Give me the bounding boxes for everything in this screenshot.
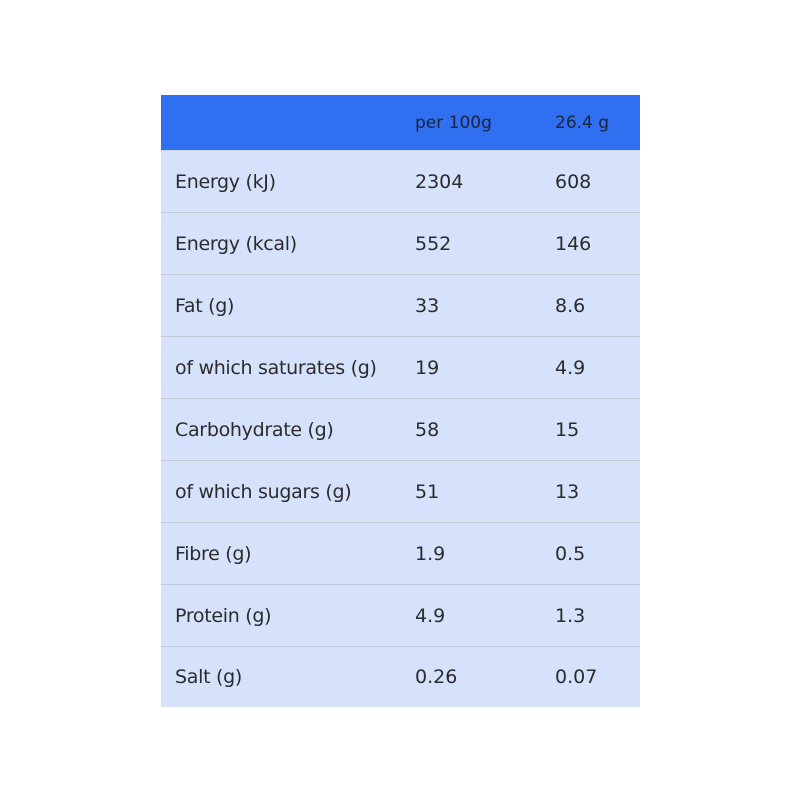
portion-value: 146: [555, 232, 592, 255]
table-row: Fibre (g) 1.9 0.5: [161, 523, 640, 585]
nutrient-label: Salt (g): [175, 666, 242, 688]
header-portion-cell: 26.4 g: [555, 112, 610, 133]
nutrient-label: Fibre (g): [175, 542, 252, 565]
table-row: Fat (g) 33 8.6: [161, 275, 640, 337]
portion-value: 0.07: [555, 666, 598, 688]
table-row: Energy (kcal) 552 146: [161, 213, 640, 275]
nutrient-label: Energy (kJ): [175, 170, 276, 193]
portion-value: 608: [555, 170, 592, 193]
portion-value: 1.3: [555, 604, 586, 627]
nutrient-label: of which sugars (g): [175, 480, 352, 503]
table-row: of which sugars (g) 51 13: [161, 461, 640, 523]
per100-value: 0.26: [415, 666, 458, 688]
header-per100-cell: per 100g: [415, 112, 492, 133]
table-row: Protein (g) 4.9 1.3: [161, 585, 640, 647]
table-row: Carbohydrate (g) 58 15: [161, 399, 640, 461]
per100-value: 19: [415, 356, 440, 379]
table-header-row: per 100g 26.4 g: [161, 95, 640, 151]
nutrient-label: Carbohydrate (g): [175, 418, 334, 441]
nutrient-label: of which saturates (g): [175, 356, 377, 379]
portion-value: 8.6: [555, 294, 586, 317]
per100-value: 51: [415, 480, 440, 503]
portion-value: 15: [555, 418, 580, 441]
nutrient-label: Energy (kcal): [175, 232, 297, 255]
per100-value: 58: [415, 418, 440, 441]
per100-value: 2304: [415, 170, 464, 193]
portion-value: 13: [555, 480, 580, 503]
portion-value: 0.5: [555, 542, 586, 565]
per100-value: 1.9: [415, 542, 446, 565]
nutrition-table: per 100g 26.4 g Energy (kJ) 2304 608 Ene…: [161, 95, 640, 707]
per100-value: 33: [415, 294, 440, 317]
per100-value: 4.9: [415, 604, 446, 627]
portion-value: 4.9: [555, 356, 586, 379]
table-row: Salt (g) 0.26 0.07: [161, 647, 640, 707]
nutrient-label: Fat (g): [175, 294, 235, 317]
table-row: of which saturates (g) 19 4.9: [161, 337, 640, 399]
table-row: Energy (kJ) 2304 608: [161, 151, 640, 213]
per100-value: 552: [415, 232, 452, 255]
nutrient-label: Protein (g): [175, 604, 272, 627]
